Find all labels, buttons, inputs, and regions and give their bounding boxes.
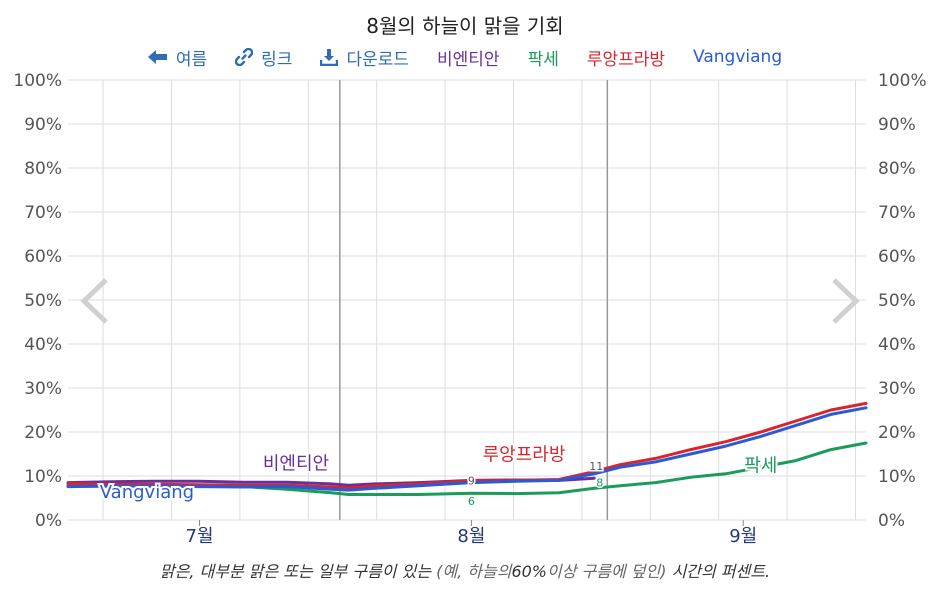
y-tick-label-right: 80% [878,159,916,179]
y-tick-label-left: 100% [13,71,62,91]
value-label-pakse-end: 8 [596,477,603,490]
arrow-left-icon [147,50,167,64]
link-button[interactable]: 링크 [235,45,292,70]
y-tick-label-right: 0% [878,511,905,531]
chevron-right-icon [832,278,860,324]
legend-label-vientiane: 비엔티안 [437,49,500,70]
y-tick-label-right: 60% [878,247,916,267]
chart-footnote: 맑은, 대부분 맑은 또는 일부 구름이 있는 (예, 하늘의60%이상 구름에… [0,558,930,582]
series-label-vangviang: Vangviang [100,482,194,503]
value-label-pakse: 6 [468,495,475,508]
download-icon [320,49,339,66]
y-tick-label-left: 20% [24,423,62,443]
series-line-vangviang [66,406,868,492]
y-tick-label-right: 90% [878,115,916,135]
legend-label-luang-prabang: 루앙프라방 [586,49,666,70]
next-month-button[interactable] [830,278,860,324]
y-tick-label-right: 10% [878,467,916,487]
value-label-vientiane: 9 [468,474,475,487]
y-tick-label-right: 50% [878,291,916,311]
x-tick-label: 7월 [186,526,214,547]
footnote-part4: 이상 구름에 덮인) [547,562,667,581]
series-label-luang_prabang: 루앙프라방 [483,445,566,466]
y-tick-label-right: 100% [878,71,927,91]
value-label-luang-prabang: 11 [589,460,603,473]
y-tick-label-left: 50% [24,291,62,311]
legend-item-vientiane[interactable]: 비엔티안 [437,45,500,70]
download-label: 다운로드 [346,49,409,70]
series-label-pakse: 팍세 [744,456,777,477]
y-tick-label-left: 60% [24,247,62,267]
y-tick-label-left: 70% [24,203,62,223]
chevron-left-icon [80,278,108,324]
x-tick-label: 9월 [729,526,757,547]
y-tick-label-right: 30% [878,379,916,399]
legend-label-vangviang: Vangviang [693,47,783,67]
chart-toolbar: 여름 링크 다운로드 비엔티안 팍세 루앙프라방 Vangviang [0,44,930,70]
link-label: 링크 [261,49,293,70]
x-tick-label: 8월 [457,526,485,547]
legend-item-vangviang[interactable]: Vangviang [693,47,782,67]
legend-label-pakse: 팍세 [527,49,559,70]
y-tick-label-left: 40% [24,335,62,355]
legend-item-luang-prabang[interactable]: 루앙프라방 [587,45,665,70]
y-tick-label-left: 80% [24,159,62,179]
link-icon [235,48,254,66]
legend-item-pakse[interactable]: 팍세 [528,45,559,70]
download-button[interactable]: 다운로드 [320,45,409,70]
y-tick-label-left: 90% [24,115,62,135]
series-label-vientiane: 비엔티안 [263,453,329,474]
footnote-part5: 시간의 퍼센트. [671,562,771,581]
back-label: 여름 [175,49,208,70]
y-tick-label-right: 20% [878,423,916,443]
chart-title: 8월의 하늘이 맑을 기회 [366,14,564,38]
footnote-part3: 60% [511,562,547,581]
previous-month-button[interactable] [80,278,110,324]
footnote-part1: 맑은, 대부분 맑은 또는 일부 구름이 있는 [159,562,432,581]
footnote-part2: (예, 하늘의 [436,562,512,581]
back-button[interactable]: 여름 [147,45,208,70]
y-tick-label-left: 0% [35,511,62,531]
y-tick-label-left: 10% [24,467,62,487]
y-tick-label-left: 30% [24,379,62,399]
y-tick-label-right: 40% [878,335,916,355]
y-tick-label-right: 70% [878,203,916,223]
